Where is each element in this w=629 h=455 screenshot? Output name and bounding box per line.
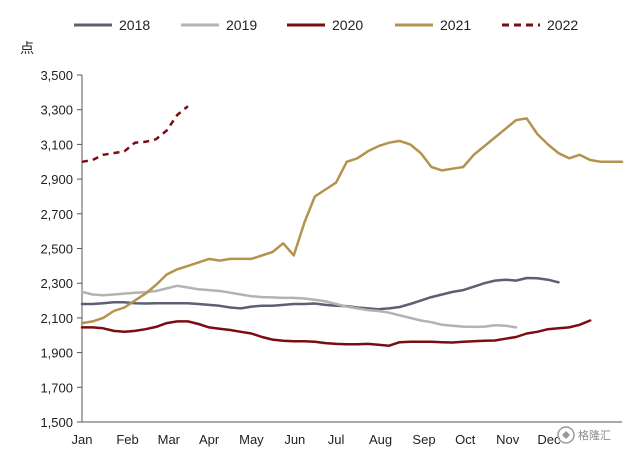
- legend-label-2022: 2022: [547, 17, 578, 33]
- chart-legend: 2018 2019 2020 2021 2022: [74, 17, 578, 33]
- x-tick-label: Aug: [369, 432, 392, 447]
- legend-label-2020: 2020: [332, 17, 363, 33]
- watermark-logo-icon: [557, 426, 575, 444]
- y-tick-label: 3,500: [40, 68, 73, 83]
- series-line-2019: [80, 284, 518, 329]
- x-tick-label: Jan: [72, 432, 93, 447]
- x-tick-label: May: [239, 432, 264, 447]
- series-line-2022: [81, 105, 189, 164]
- watermark-text: 格隆汇: [578, 428, 611, 442]
- y-tick-label: 1,900: [40, 346, 73, 361]
- y-tick-label: 2,700: [40, 207, 73, 222]
- y-tick-label: 1,500: [40, 415, 73, 430]
- x-tick-label: Jun: [284, 432, 305, 447]
- y-tick-label: 2,500: [40, 242, 73, 257]
- legend-label-2021: 2021: [440, 17, 471, 33]
- x-tick-label: Jul: [328, 432, 345, 447]
- y-axis-unit-label: 点: [20, 41, 34, 57]
- y-tick-label: 1,700: [40, 380, 73, 395]
- y-tick-label: 2,300: [40, 276, 73, 291]
- series-line-2018: [80, 276, 560, 311]
- series-line-2020: [80, 319, 592, 347]
- x-tick-label: Apr: [199, 432, 220, 447]
- y-tick-label: 3,300: [40, 103, 73, 118]
- y-tick-label: 2,900: [40, 172, 73, 187]
- x-tick-label: Sep: [412, 432, 435, 447]
- y-tick-label: 3,100: [40, 137, 73, 152]
- legend-label-2019: 2019: [226, 17, 257, 33]
- y-tick-label: 2,100: [40, 311, 73, 326]
- x-tick-label: Mar: [158, 432, 181, 447]
- x-tick-label: Dec: [537, 432, 561, 447]
- x-axis: Jan Feb Mar Apr May Jun Jul Aug Sep Oct Nov Dec: [72, 421, 622, 447]
- x-tick-label: Oct: [455, 432, 476, 447]
- y-axis: 1,500 1,700 1,900 2,100 2,300 2,500 2,700 2,900…: [40, 68, 83, 430]
- watermark-logo-mark: [562, 431, 570, 439]
- x-tick-label: Feb: [116, 432, 138, 447]
- legend-label-2018: 2018: [119, 17, 150, 33]
- series-lines: [80, 105, 624, 347]
- watermark: 格隆汇: [557, 426, 611, 444]
- x-tick-label: Nov: [496, 432, 520, 447]
- series-line-2021: [80, 117, 624, 325]
